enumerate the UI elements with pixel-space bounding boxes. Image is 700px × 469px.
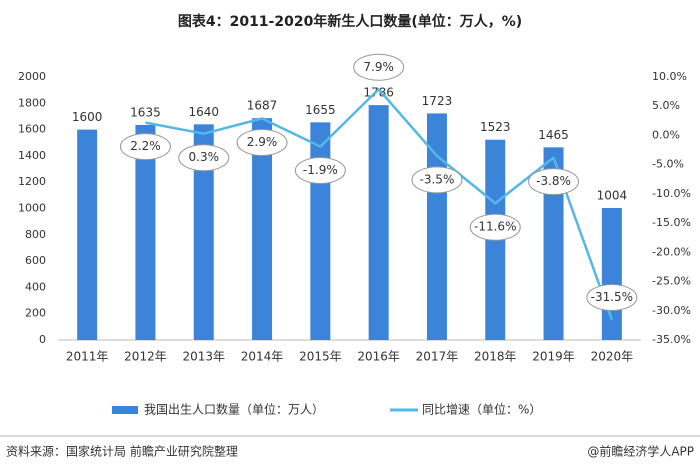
line-value-label: 2.2% — [130, 139, 161, 153]
value-bubble — [236, 128, 288, 156]
bar-value-label: 1600 — [72, 110, 103, 124]
value-bubble — [353, 53, 405, 81]
x-tick-label: 2017年 — [416, 350, 459, 364]
bar — [601, 207, 622, 340]
line-value-label: -31.5% — [591, 290, 633, 304]
line-value-label: 2.9% — [247, 135, 278, 149]
x-tick-label: 2018年 — [474, 350, 517, 364]
y2-tick-label: -15.0% — [652, 216, 691, 229]
legend-label: 同比增速（单位：%） — [422, 402, 541, 417]
x-tick-label: 2020年 — [591, 350, 634, 364]
y-tick-label: 800 — [25, 228, 46, 241]
chart-title: 图表4：2011-2020年新生人口数量(单位：万人，%) — [178, 13, 522, 30]
x-tick-label: 2019年 — [532, 350, 575, 364]
legend-swatch — [112, 406, 138, 414]
x-tick-label: 2016年 — [357, 350, 400, 364]
line-value-label: -1.9% — [303, 163, 338, 177]
bar-value-label: 1004 — [597, 188, 628, 202]
bar — [310, 122, 331, 341]
y2-tick-label: -30.0% — [652, 304, 691, 317]
x-tick-label: 2013年 — [182, 350, 225, 364]
y-tick-label: 200 — [25, 307, 46, 320]
y-tick-label: 1200 — [18, 175, 46, 188]
bar-value-label: 1655 — [305, 103, 336, 117]
y2-tick-label: 5.0% — [652, 99, 680, 112]
line-value-label: -11.6% — [474, 220, 516, 234]
x-tick-label: 2011年 — [66, 350, 109, 364]
value-bubble — [586, 284, 638, 312]
y-tick-label: 1000 — [18, 202, 46, 215]
legend-label: 我国出生人口数量（单位：万人） — [144, 402, 324, 417]
bar — [368, 105, 389, 341]
value-bubble — [411, 166, 463, 194]
y2-tick-label: -10.0% — [652, 187, 691, 200]
y2-tick-label: 0.0% — [652, 128, 680, 141]
y2-tick-label: -20.0% — [652, 245, 691, 258]
source-note: 资料来源：国家统计局 前瞻产业研究院整理 — [6, 444, 238, 459]
x-tick-label: 2012年 — [124, 350, 167, 364]
credit: @前瞻经济学人APP — [587, 444, 694, 459]
value-bubble — [469, 213, 521, 241]
bar-value-label: 1635 — [130, 105, 161, 119]
value-bubble — [119, 133, 171, 161]
bar-value-label: 1786 — [363, 86, 394, 100]
line-value-label: -3.8% — [536, 174, 571, 188]
y-tick-label: 1400 — [18, 149, 46, 162]
y-tick-label: 400 — [25, 280, 46, 293]
y-tick-label: 0 — [39, 333, 46, 346]
value-bubble — [528, 168, 580, 196]
bar — [252, 118, 273, 340]
x-tick-label: 2014年 — [241, 350, 284, 364]
bar-value-label: 1523 — [480, 120, 511, 134]
line-value-label: -3.5% — [420, 172, 455, 186]
bar-value-label: 1640 — [188, 105, 219, 119]
value-bubble — [294, 157, 346, 185]
value-bubble — [178, 144, 230, 172]
bar-value-label: 1465 — [538, 128, 569, 142]
line-value-label: 0.3% — [189, 150, 220, 164]
y-tick-label: 1600 — [18, 123, 46, 136]
x-tick-label: 2015年 — [299, 350, 342, 364]
y-tick-label: 2000 — [18, 70, 46, 83]
y2-tick-label: 10.0% — [652, 70, 687, 83]
line-value-label: 7.9% — [363, 60, 394, 74]
y2-tick-label: -35.0% — [652, 333, 691, 346]
y2-tick-label: -5.0% — [652, 158, 684, 171]
y-tick-label: 600 — [25, 254, 46, 267]
bar — [135, 124, 156, 340]
bar — [77, 129, 98, 340]
bar-value-label: 1687 — [247, 99, 278, 113]
bar-value-label: 1723 — [422, 94, 453, 108]
y-tick-label: 1800 — [18, 96, 46, 109]
y2-tick-label: -25.0% — [652, 275, 691, 288]
line — [145, 88, 614, 320]
bar — [543, 147, 564, 340]
bar — [193, 124, 214, 340]
